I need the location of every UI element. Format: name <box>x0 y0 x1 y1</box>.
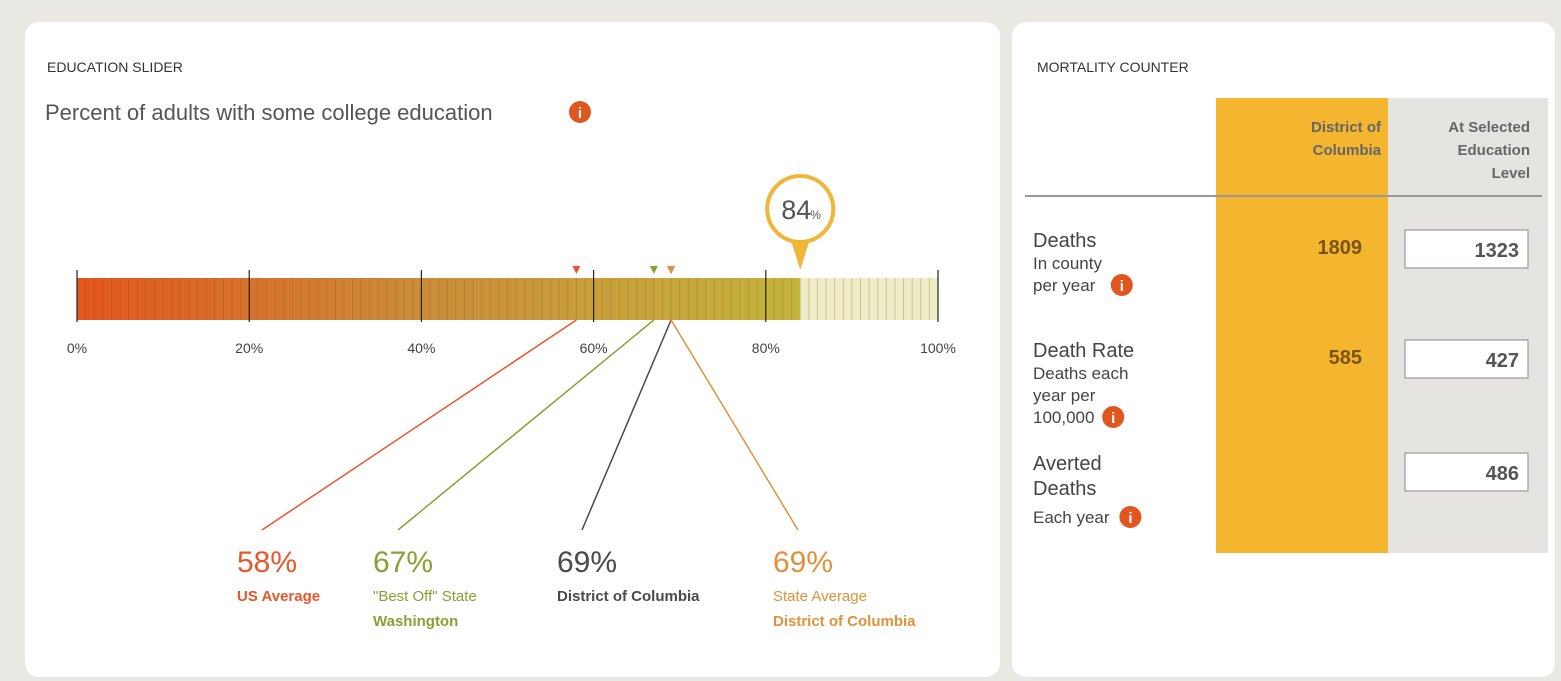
column-header: District of <box>1311 119 1382 136</box>
info-circle <box>1110 274 1133 296</box>
tick-label: 0% <box>67 340 87 356</box>
row-label-line: Deaths <box>1033 478 1096 500</box>
marker-triangle <box>667 266 676 274</box>
tick-label: 100% <box>920 340 956 356</box>
selected-unit: % <box>810 208 821 222</box>
tick-label: 60% <box>580 340 608 356</box>
marker-caption: Washington <box>373 613 458 630</box>
selected-box <box>1404 452 1529 492</box>
marker-value: 69% <box>773 546 833 579</box>
row-label: Death Rate <box>1033 340 1134 362</box>
county-value: 585 <box>1329 347 1362 369</box>
selected-value: 486 <box>1486 463 1519 485</box>
selected-pointer <box>790 238 811 270</box>
marker-value: 69% <box>557 546 617 579</box>
info-glyph: i <box>1111 410 1115 427</box>
mortality-title: MORTALITY COUNTER <box>1037 59 1189 75</box>
marker-caption: District of Columbia <box>773 613 916 630</box>
row-label: Averted Deaths <box>1033 453 1102 500</box>
row-detail: 100,000 <box>1033 408 1094 427</box>
marker-caption: State Average <box>773 588 867 605</box>
marker-value: 67% <box>373 546 433 579</box>
slider-subtitle: Percent of adults with some college educ… <box>45 100 493 125</box>
slider-title: EDUCATION SLIDER <box>47 59 183 75</box>
info-icon[interactable]: i <box>569 101 591 123</box>
info-icon[interactable]: i <box>1102 406 1125 428</box>
marker-caption: "Best Off" State <box>373 588 477 605</box>
row-detail: Deaths each <box>1033 364 1128 383</box>
slider-fill <box>77 278 801 320</box>
svg-text:i: i <box>578 105 582 122</box>
selected-bubble <box>765 174 836 244</box>
county-value: 1809 <box>1318 237 1363 259</box>
row-detail: In county <box>1033 254 1102 273</box>
marker-line <box>581 319 672 531</box>
selected-box <box>1404 229 1529 269</box>
column-header: At Selected <box>1448 119 1530 136</box>
marker-triangle <box>572 266 581 274</box>
selected-value: 427 <box>1486 350 1519 372</box>
row-detail: Each year <box>1033 508 1110 527</box>
row-label: Deaths <box>1033 230 1096 252</box>
selected-value: 1323 <box>1475 240 1520 262</box>
slider-panel <box>25 22 1000 677</box>
info-circle <box>1102 406 1125 428</box>
marker-line <box>397 319 655 531</box>
marker-value: 58% <box>237 546 297 579</box>
info-glyph: i <box>1128 510 1132 527</box>
info-icon[interactable]: i <box>1110 274 1133 296</box>
selected-box <box>1404 339 1529 379</box>
info-icon[interactable]: i <box>1119 506 1142 528</box>
marker-line <box>670 319 799 531</box>
selected-value: 84 <box>781 195 811 225</box>
row-label-line: Averted <box>1033 453 1102 475</box>
column-header: Level <box>1492 165 1530 182</box>
marker-triangle <box>649 266 658 274</box>
marker-caption: District of Columbia <box>557 588 700 605</box>
row-detail: per year <box>1033 276 1096 295</box>
tick-label: 40% <box>407 340 435 356</box>
column-header: Columbia <box>1313 142 1382 159</box>
tick-label: 20% <box>235 340 263 356</box>
tick-label: 80% <box>752 340 780 356</box>
row-detail: year per <box>1033 386 1096 405</box>
county-column <box>1216 98 1388 553</box>
info-circle <box>1119 506 1142 528</box>
info-glyph: i <box>1120 278 1124 295</box>
marker-line <box>261 319 577 531</box>
marker-caption: US Average <box>237 588 320 605</box>
column-header: Education <box>1457 142 1530 159</box>
